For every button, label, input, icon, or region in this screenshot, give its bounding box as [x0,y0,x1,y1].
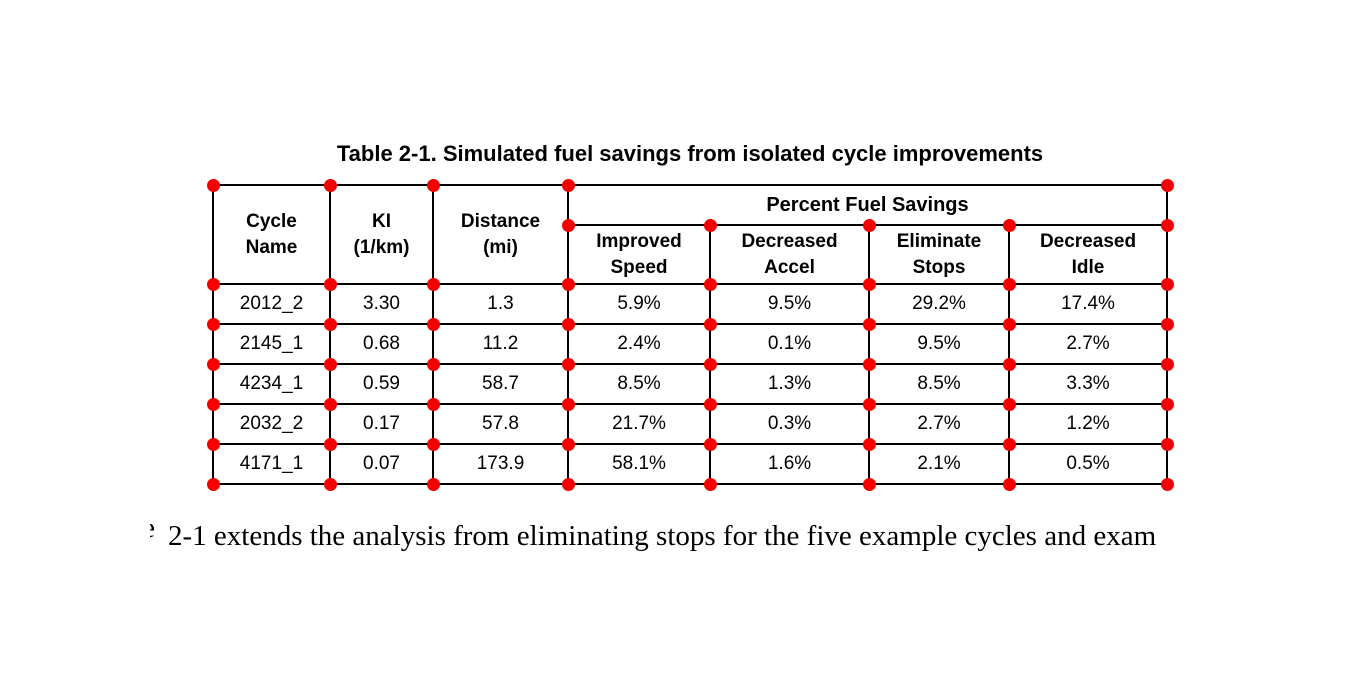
col-header-eliminate-stops: Eliminate Stops [868,224,1010,285]
cell-decreased-idle: 3.3% [1008,363,1168,405]
clipped-word-fragment: e [150,512,155,545]
col-header-decreased-accel: Decreased Accel [709,224,870,285]
cell-cycle-name: 2145_1 [212,323,331,365]
col-header-improved-speed: Improved Speed [567,224,711,285]
cell-cycle-name: 4171_1 [212,443,331,485]
cell-decreased-accel: 9.5% [709,283,870,325]
col-header-decreased-idle: Decreased Idle [1008,224,1168,285]
header-row-top: Cycle Name KI (1/km) Distance (mi) Perce… [212,184,1168,285]
cell-improved-speed: 58.1% [567,443,711,485]
cell-distance: 58.7 [432,363,569,405]
table-row: 2032_2 0.17 57.8 21.7% 0.3% 2.7% 1.2% [212,403,1168,445]
table-row: 4171_1 0.07 173.9 58.1% 1.6% 2.1% 0.5% [212,443,1168,485]
cell-decreased-accel: 1.6% [709,443,870,485]
cell-decreased-idle: 0.5% [1008,443,1168,485]
cell-decreased-idle: 17.4% [1008,283,1168,325]
cell-ki: 0.68 [329,323,434,365]
cell-distance: 1.3 [432,283,569,325]
cell-improved-speed: 8.5% [567,363,711,405]
cell-distance: 57.8 [432,403,569,445]
cell-improved-speed: 2.4% [567,323,711,365]
cell-ki: 0.07 [329,443,434,485]
cell-distance: 11.2 [432,323,569,365]
header-row-sub: Improved Speed Decreased Accel Eliminate… [213,224,1168,285]
cell-cycle-name: 2032_2 [212,403,331,445]
cell-decreased-accel: 1.3% [709,363,870,405]
cell-eliminate-stops: 8.5% [868,363,1010,405]
cell-ki: 0.17 [329,403,434,445]
cell-eliminate-stops: 29.2% [868,283,1010,325]
body-text-line: e 2-1 extends the analysis from eliminati… [150,512,1156,553]
cell-decreased-accel: 0.3% [709,403,870,445]
body-sentence-text: 2-1 extends the analysis from eliminatin… [168,520,1157,552]
cell-cycle-name: 4234_1 [212,363,331,405]
col-header-cycle-name: Cycle Name [212,184,331,285]
cell-decreased-idle: 1.2% [1008,403,1168,445]
col-header-percent-fuel-savings: Percent Fuel Savings [567,184,1168,226]
table-row: 2012_2 3.30 1.3 5.9% 9.5% 29.2% 17.4% [212,283,1168,325]
cell-distance: 173.9 [432,443,569,485]
cell-improved-speed: 5.9% [567,283,711,325]
col-header-distance: Distance (mi) [432,184,569,285]
cell-improved-speed: 21.7% [567,403,711,445]
cell-decreased-idle: 2.7% [1008,323,1168,365]
cell-eliminate-stops: 2.1% [868,443,1010,485]
fuel-savings-table: Cycle Name KI (1/km) Distance (mi) Perce… [212,184,1168,485]
cell-eliminate-stops: 9.5% [868,323,1010,365]
table-caption: Table 2-1. Simulated fuel savings from i… [336,141,1044,166]
table-row: 2145_1 0.68 11.2 2.4% 0.1% 9.5% 2.7% [212,323,1168,365]
cell-decreased-accel: 0.1% [709,323,870,365]
cell-eliminate-stops: 2.7% [868,403,1010,445]
cell-cycle-name: 2012_2 [212,283,331,325]
table-row: 4234_1 0.59 58.7 8.5% 1.3% 8.5% 3.3% [212,363,1168,405]
cell-ki: 3.30 [329,283,434,325]
cell-ki: 0.59 [329,363,434,405]
col-header-ki: KI (1/km) [329,184,434,285]
